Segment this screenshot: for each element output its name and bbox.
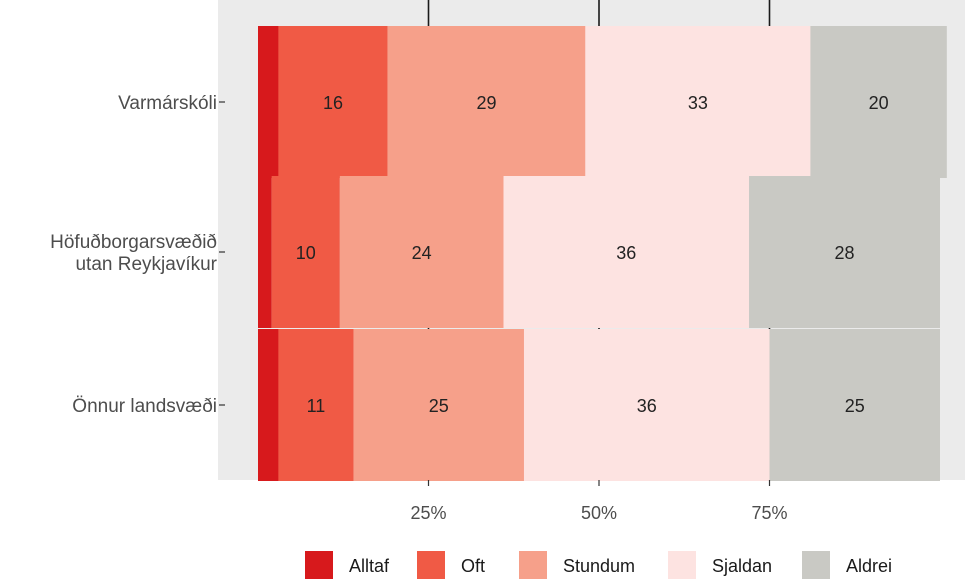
data-label: 16 — [323, 93, 343, 113]
x-tick-label: 75% — [751, 503, 787, 523]
data-label: 24 — [412, 243, 432, 263]
data-label: 36 — [616, 243, 636, 263]
legend-label: Aldrei — [846, 556, 892, 576]
category-label: Höfuðborgarsvæðið — [50, 232, 217, 253]
legend-swatch — [305, 551, 333, 579]
bar-segment — [810, 26, 947, 178]
category-label: Varmárskóli — [118, 93, 217, 114]
x-tick-label: 50% — [581, 503, 617, 523]
category-label: Önnur landsvæði — [72, 396, 217, 417]
bar-segment — [503, 176, 750, 328]
bar-segment — [387, 26, 586, 178]
bar-segment — [258, 26, 279, 178]
data-label: 28 — [835, 243, 855, 263]
legend-swatch — [802, 551, 830, 579]
data-label: 10 — [296, 243, 316, 263]
data-label: 20 — [869, 93, 889, 113]
bar-segment — [749, 176, 940, 328]
legend-swatch — [519, 551, 547, 579]
data-label: 33 — [688, 93, 708, 113]
data-label: 36 — [637, 396, 657, 416]
bar-segment — [278, 329, 354, 481]
bar-segment — [258, 176, 272, 328]
bar-segment — [339, 176, 504, 328]
bar-segment — [523, 329, 770, 481]
legend-swatch — [668, 551, 696, 579]
bar-segment — [353, 329, 524, 481]
legend-label: Oft — [461, 556, 485, 576]
legend-label: Sjaldan — [712, 556, 772, 576]
bar-segment — [585, 26, 811, 178]
bar-segment — [278, 26, 388, 178]
legend: Alltaf Oft Stundum Sjaldan Aldrei — [305, 551, 892, 579]
x-tick-label: 25% — [410, 503, 446, 523]
bar-segment — [258, 329, 279, 481]
category-label: utan Reykjavíkur — [75, 254, 217, 275]
bar-segments — [258, 26, 947, 481]
data-label: 11 — [307, 396, 326, 416]
data-label: 29 — [476, 93, 496, 113]
bar-segment — [769, 329, 940, 481]
data-label: 25 — [845, 396, 865, 416]
data-label: 25 — [429, 396, 449, 416]
legend-label: Stundum — [563, 556, 635, 576]
legend-label: Alltaf — [349, 556, 390, 576]
data-labels: 16 29 33 20 10 24 36 28 11 25 36 25 — [296, 93, 889, 416]
legend-swatch — [417, 551, 445, 579]
x-axis: 25% 50% 75% — [410, 480, 788, 523]
bar-segment — [271, 176, 340, 328]
